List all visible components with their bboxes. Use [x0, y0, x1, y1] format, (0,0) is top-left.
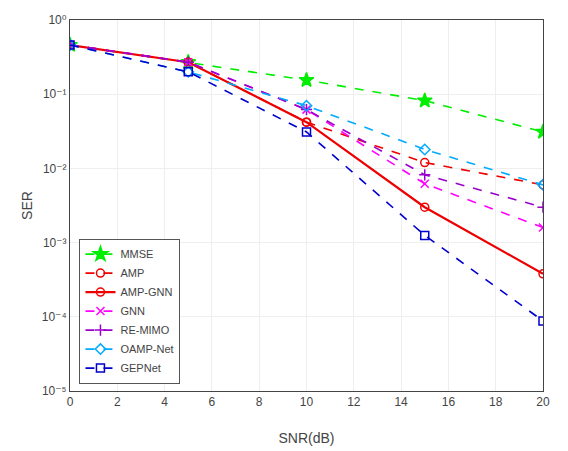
svg-text:18: 18	[489, 395, 503, 409]
svg-text:RE-MIMO: RE-MIMO	[120, 324, 169, 336]
svg-text:OAMP-Net: OAMP-Net	[120, 343, 173, 355]
svg-text:20: 20	[536, 395, 550, 409]
svg-text:16: 16	[442, 395, 456, 409]
svg-text:10: 10	[300, 395, 314, 409]
svg-text:14: 14	[394, 395, 408, 409]
svg-text:6: 6	[209, 395, 216, 409]
svg-text:GEPNet: GEPNet	[120, 362, 160, 374]
svg-text:12: 12	[347, 395, 361, 409]
svg-text:SER: SER	[19, 191, 35, 220]
svg-text:AMP: AMP	[120, 267, 144, 279]
svg-text:SNR(dB): SNR(dB)	[278, 430, 334, 446]
svg-text:GNN: GNN	[120, 305, 144, 317]
svg-text:10⁻⁴: 10⁻⁴	[42, 310, 67, 324]
svg-text:10⁻²: 10⁻²	[43, 162, 67, 176]
svg-text:10⁻⁵: 10⁻⁵	[42, 384, 67, 398]
svg-text:2: 2	[114, 395, 121, 409]
svg-text:0: 0	[67, 395, 74, 409]
svg-text:10⁰: 10⁰	[48, 13, 66, 27]
svg-text:10⁻³: 10⁻³	[43, 236, 67, 250]
svg-text:10⁻¹: 10⁻¹	[43, 87, 67, 101]
svg-text:4: 4	[161, 395, 168, 409]
svg-text:8: 8	[256, 395, 263, 409]
svg-text:MMSE: MMSE	[120, 248, 153, 260]
svg-text:AMP-GNN: AMP-GNN	[120, 286, 172, 298]
